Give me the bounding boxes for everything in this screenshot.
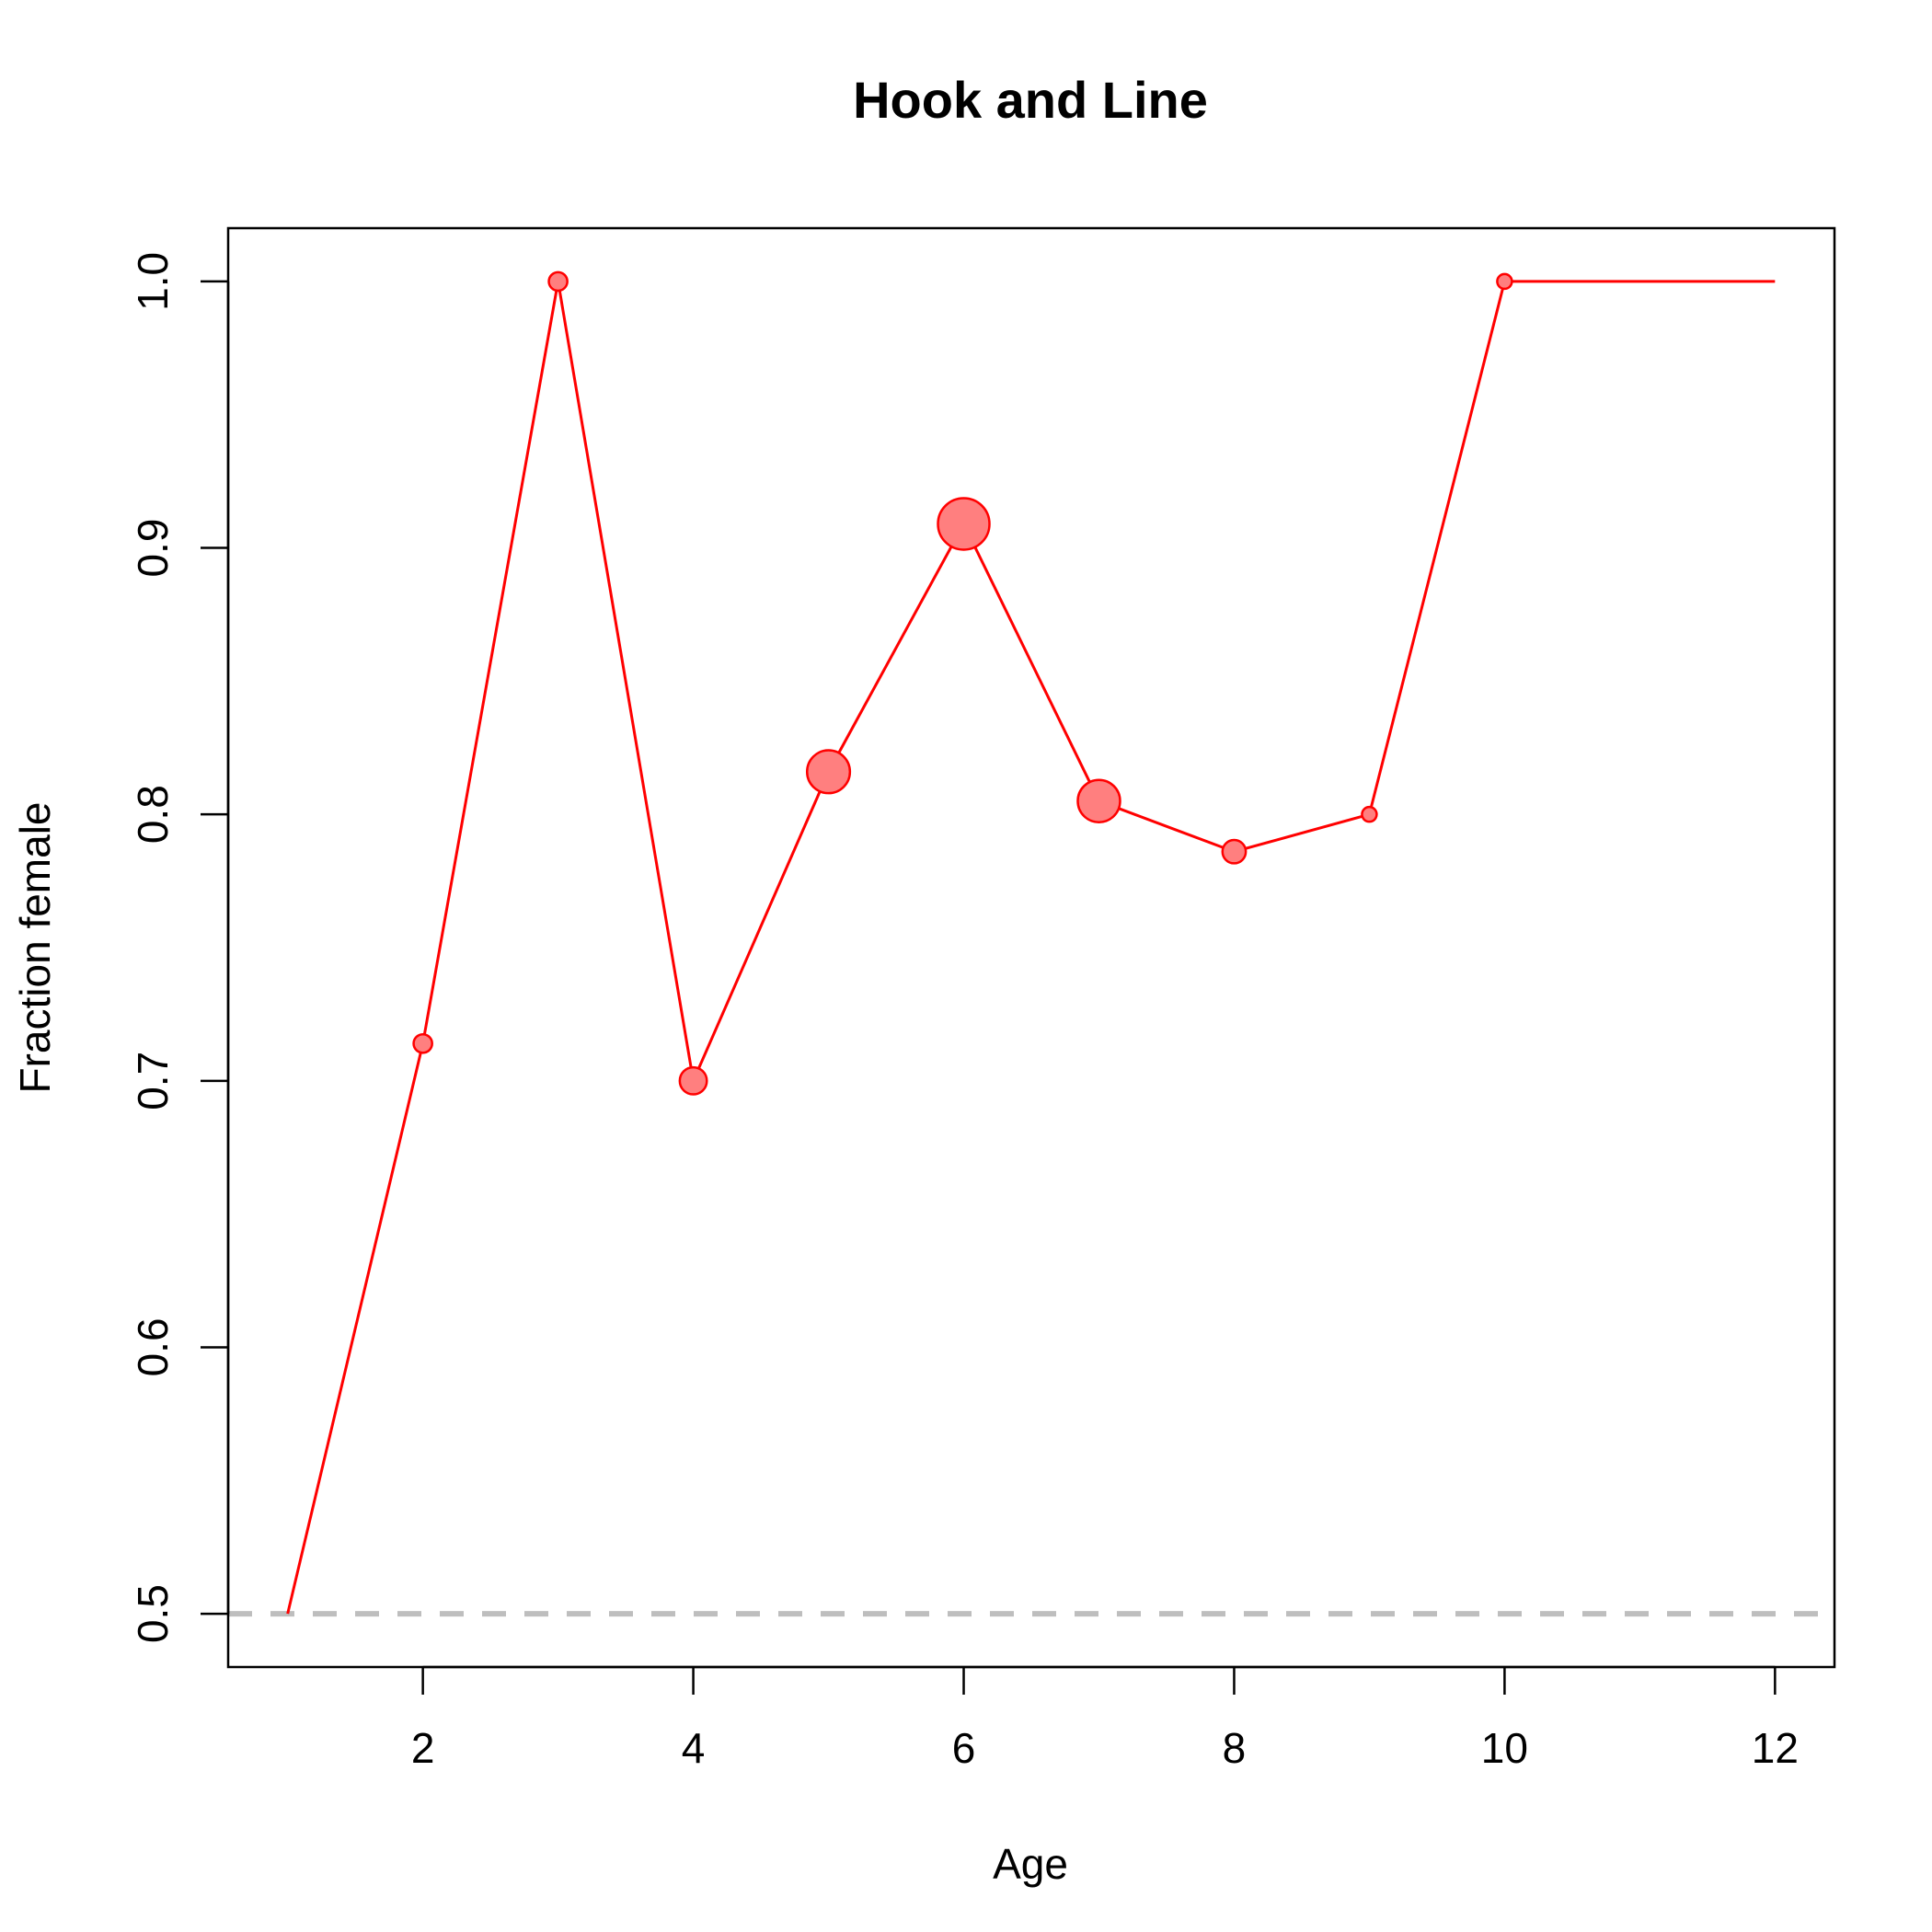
data-point (805, 749, 852, 795)
series-line-group (286, 280, 1776, 1615)
series-points-group (412, 270, 1513, 1096)
y-axis: 0.5 0.6 0.7 0.8 0.9 1.0 (129, 252, 230, 1643)
data-point (937, 497, 991, 551)
y-tick-label: 0.8 (129, 785, 177, 844)
x-tick-label: 10 (1481, 1724, 1528, 1772)
x-tick-label: 6 (952, 1724, 976, 1772)
data-point (1221, 838, 1248, 865)
plot-frame (226, 226, 1836, 1669)
data-point (678, 1065, 708, 1096)
x-axis-label: Age (993, 1840, 1068, 1888)
y-tick-label: 0.9 (129, 519, 177, 578)
x-tick-label: 12 (1752, 1724, 1799, 1772)
series-line (286, 280, 1776, 1615)
y-tick-label: 1.0 (129, 252, 177, 311)
data-point (1361, 805, 1378, 823)
x-tick-label: 2 (411, 1724, 435, 1772)
y-tick-label: 0.5 (129, 1584, 177, 1643)
x-axis: 2 4 6 8 10 12 (411, 1665, 1799, 1772)
y-tick-label: 0.7 (129, 1052, 177, 1110)
x-tick-label: 4 (682, 1724, 706, 1772)
data-point (547, 270, 569, 293)
data-point (1496, 272, 1513, 291)
y-tick-label: 0.6 (129, 1317, 177, 1376)
chart-title: Hook and Line (853, 71, 1208, 129)
y-axis-label: Fraction female (11, 801, 59, 1093)
data-point (1076, 778, 1121, 823)
x-tick-label: 8 (1223, 1724, 1247, 1772)
data-point (412, 1032, 433, 1054)
